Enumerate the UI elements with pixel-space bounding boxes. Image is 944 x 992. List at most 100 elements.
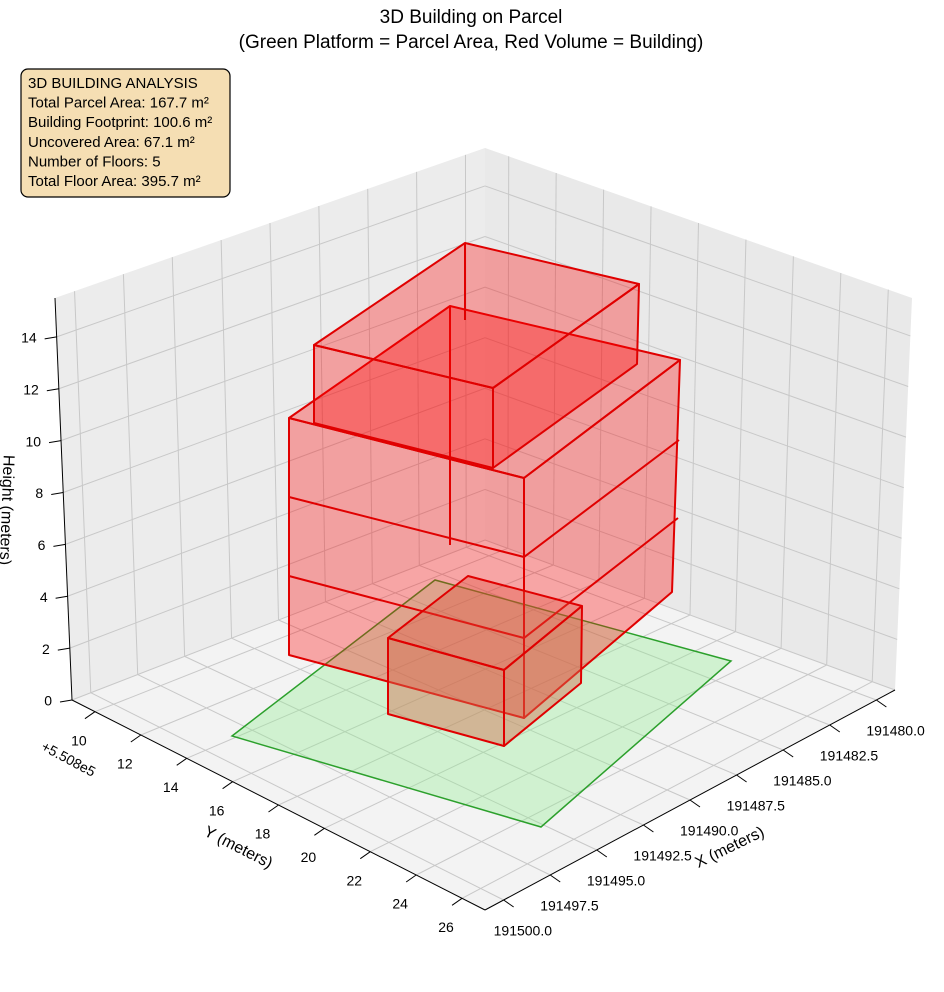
x-grid-line [220,240,233,639]
z-axis [54,297,73,701]
x-grid-line [74,291,92,693]
x-grid-line [184,655,598,851]
grid [56,154,911,901]
z-tick [57,647,70,651]
x-tick [596,849,608,858]
y-grid-line [871,289,889,682]
z-tick [55,595,68,599]
z-tick [46,388,59,392]
y-offset-label: +5.508e5 [39,738,99,780]
y-tick-label: 26 [438,919,454,935]
y-tick [405,874,417,883]
x-tick [549,874,561,883]
y-tick-label: 18 [255,826,271,842]
z-tick-label: 10 [25,433,41,449]
y-tick-label: 22 [346,872,362,888]
x-grid-line [90,692,504,901]
x-tick-label: 191485.0 [773,773,832,789]
y-tick [130,734,142,743]
y-grid-line [689,222,699,616]
annotation-line: Number of Floors: 5 [28,153,161,170]
x-grid-line [137,674,551,876]
x-grid-line [419,564,830,726]
y-tick [222,781,233,790]
y-tick-label: 16 [209,802,225,818]
x-tick [876,699,887,708]
y-tick-label: 12 [117,756,133,772]
x-grid-line [416,171,420,566]
z-tick [51,492,64,496]
annotation: 3D BUILDING ANALYSIS Total Parcel Area: 1… [28,75,212,190]
x-tick-label: 191495.0 [587,873,646,889]
x-grid-line [231,637,644,826]
z-tick [44,336,57,340]
z-tick-label: 4 [40,589,48,605]
x-tick [829,724,841,733]
y-grid-line [507,156,510,549]
x-grid-line [464,154,467,548]
annotation-box [20,68,231,198]
annotation-line: 3D BUILDING ANALYSIS [28,75,198,92]
x-grid-line [325,601,737,776]
x-grid-line [269,222,279,621]
y-tick-label: 10 [71,732,87,748]
z-tick [53,543,66,547]
floor-line [288,439,680,559]
x-tick-label: 191500.0 [494,923,553,939]
y-tick [451,897,463,906]
upper-front-right [492,283,640,469]
z-tick-label: 8 [35,485,43,501]
x-tick-label: 191482.5 [820,748,879,764]
parcel [230,579,733,828]
x-tick-label: 191487.5 [727,798,786,814]
y-tick-label: 14 [163,779,179,795]
z-axis-label: Height (meters) [0,455,17,566]
x-tick-label: 191497.5 [540,898,599,914]
z-tick-label: 0 [44,693,52,709]
z-tick-label: 2 [42,641,50,657]
y-grid-line [598,189,605,582]
z-tick-label: 12 [23,381,39,397]
annotation-line: Uncovered Area: 67.1 m² [28,134,195,151]
chart-title: 3D Building on Parcel [380,7,563,28]
y-tick [176,757,188,766]
y-tick-label: 20 [301,849,317,865]
annotation-line: Total Floor Area: 395.7 m² [28,173,201,190]
y-grid-line [826,272,842,666]
y-grid-line [643,206,652,599]
x-tick [503,899,514,908]
z-tick [59,699,73,703]
floor-pane [72,540,895,910]
annotation-line: Building Footprint: 100.6 m² [28,114,212,131]
left-pane [55,148,485,700]
y-tick [84,711,96,720]
x-grid-line [278,619,691,801]
x-tick [736,774,747,783]
z-tick [48,440,62,444]
x-tick [689,799,701,808]
y-tick [314,827,325,836]
x-tick [782,749,794,758]
y-tick [268,804,279,813]
x-grid-line [171,257,186,657]
x-grid-line [122,274,139,675]
chart-subtitle: (Green Platform = Parcel Area, Red Volum… [239,32,704,53]
x-grid-line [318,205,326,602]
x-tick-label: 191492.5 [633,848,692,864]
y-tick [359,851,371,860]
x-grid-line [372,583,784,751]
z-tick-label: 6 [38,537,46,553]
y-grid-line [552,172,557,566]
lower-front-right [503,605,583,747]
x-grid-line [466,546,877,701]
annotation-line: Total Parcel Area: 167.7 m² [28,95,209,112]
y-grid-line [780,256,794,649]
x-tick-label: 191480.0 [866,723,925,739]
y-tick-label: 24 [392,896,408,912]
x-tick-label: 191490.0 [680,823,739,839]
z-tick-label: 14 [21,330,37,346]
floor-line [288,517,679,640]
y-grid-line [735,239,747,632]
x-tick [643,824,654,833]
